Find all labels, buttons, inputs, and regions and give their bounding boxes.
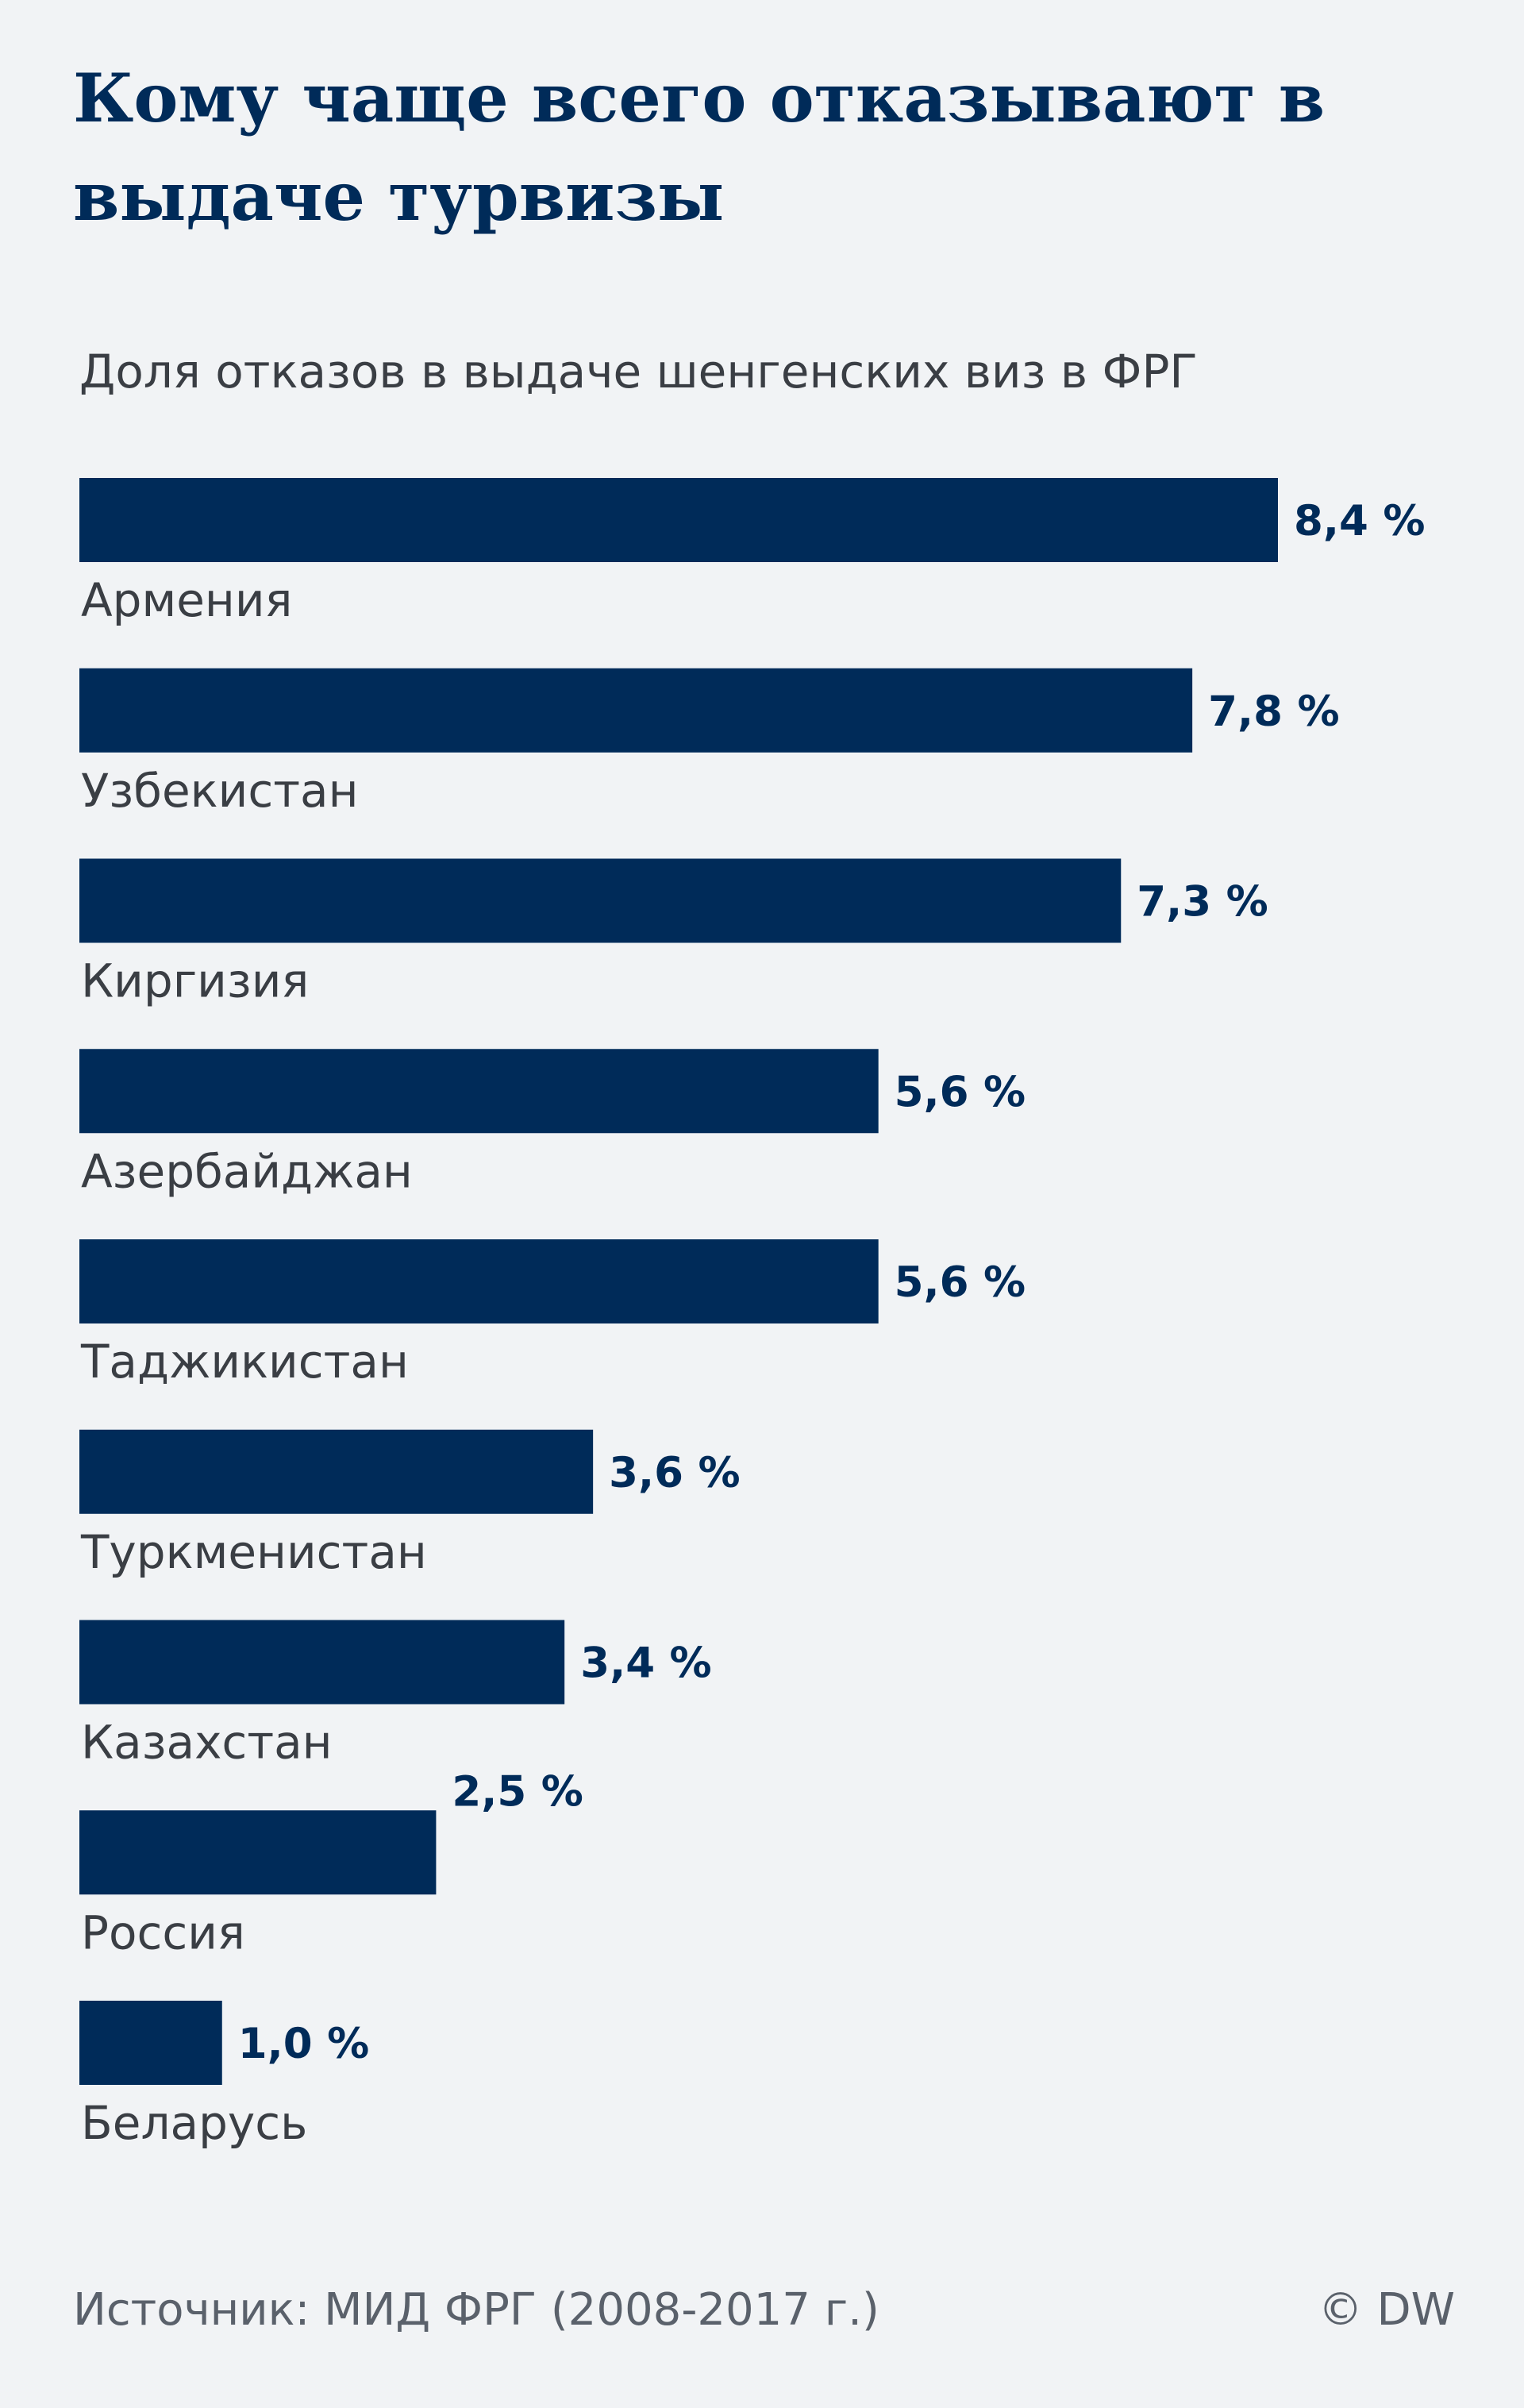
value-label-3: 5,6 % <box>895 1068 1026 1116</box>
category-label-7: Россия <box>81 1905 245 1959</box>
value-label-5: 3,6 % <box>609 1449 740 1497</box>
copyright-dw: © DW <box>1318 2284 1455 2336</box>
category-label-2: Киргизия <box>81 954 309 1008</box>
value-label-8: 1,0 % <box>238 2020 369 2068</box>
category-label-8: Беларусь <box>81 2096 307 2150</box>
bar-0 <box>79 478 1278 562</box>
category-label-5: Туркменистан <box>80 1525 427 1579</box>
category-label-0: Армения <box>81 573 292 627</box>
value-label-6: 3,4 % <box>580 1639 711 1688</box>
category-label-6: Казахстан <box>81 1716 333 1770</box>
value-label-4: 5,6 % <box>895 1258 1026 1307</box>
bar-chart: 8,4 % Армения 7,8 % Узбекистан 7,3 % Киргизия… <box>79 478 1425 2150</box>
source-note: Источник: МИД ФРГ (2008-2017 г.) <box>73 2284 879 2336</box>
bar-6 <box>79 1620 565 1705</box>
category-label-3: Азербайджан <box>81 1144 413 1198</box>
chart-title: Кому чаще всего отказывают в выдаче турв… <box>73 59 1326 236</box>
value-label-7: 2,5 % <box>452 1767 583 1816</box>
bar-5 <box>79 1429 594 1514</box>
bar-4 <box>79 1239 879 1323</box>
bar-1 <box>79 668 1193 753</box>
chart-subtitle: Доля отказов в выдаче шенгенских виз в Ф… <box>79 345 1198 399</box>
value-label-0: 8,4 % <box>1294 497 1425 545</box>
category-label-4: Таджикистан <box>80 1335 409 1389</box>
bar-8 <box>79 2001 222 2085</box>
category-label-1: Узбекистан <box>81 764 359 818</box>
value-label-1: 7,8 % <box>1208 688 1339 736</box>
bar-7 <box>79 1810 437 1895</box>
bar-3 <box>79 1049 879 1134</box>
bar-2 <box>79 858 1122 943</box>
value-label-2: 7,3 % <box>1137 878 1268 927</box>
